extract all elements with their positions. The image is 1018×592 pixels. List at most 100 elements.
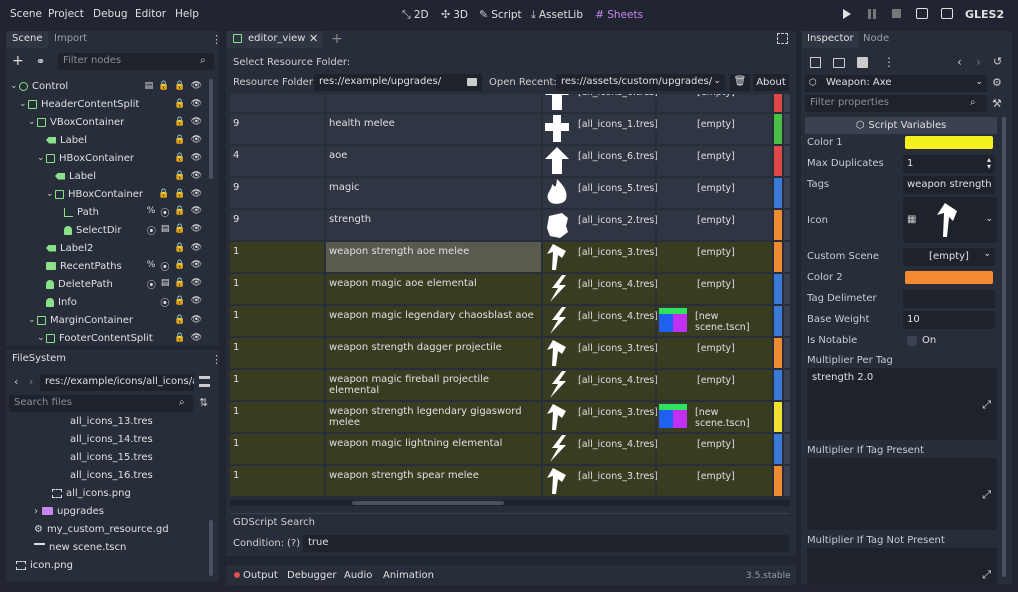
play-custom-scene-icon[interactable] — [941, 8, 953, 19]
cell-tags[interactable]: weapon strength aoe melee — [326, 242, 541, 272]
browse-folder-button[interactable] — [462, 74, 482, 91]
table-row[interactable]: 1 weapon magic legendary chaosblast aoe [a… — [230, 305, 790, 337]
tab-output[interactable]: Output — [243, 570, 278, 581]
tab-import[interactable]: Import — [54, 33, 88, 44]
table-row[interactable]: 9 magic [all_icons_5.tres] [empty] — [230, 177, 790, 209]
inspector-scrollbar[interactable] — [1002, 117, 1006, 577]
cell-color1[interactable] — [774, 114, 782, 144]
expand-arrow-icon[interactable]: ⌄ — [46, 189, 54, 199]
scene-node[interactable]: DeletePath ⦿ ▤ 🔒 👁 — [10, 275, 208, 293]
cell-icon[interactable]: [all_icons_3.tres] — [543, 338, 658, 368]
cell-max-duplicates[interactable] — [230, 94, 324, 112]
workspace-2d[interactable]: ⤡ 2D — [402, 8, 429, 21]
scene-node[interactable]: ⌄ HBoxContainer 🔒 🔒 👁 — [46, 188, 202, 200]
history-icon[interactable]: ↺ — [993, 55, 1003, 68]
cell-color1[interactable] — [774, 210, 782, 240]
cell-color1[interactable] — [774, 274, 782, 304]
max-duplicates-spinbox[interactable]: 1 ▴ ▾ — [903, 155, 995, 173]
cell-tags[interactable]: weapon magic legendary chaosblast aoe — [326, 306, 541, 336]
fs-scrollbar[interactable] — [209, 520, 213, 576]
cell-color1[interactable] — [774, 466, 782, 496]
cell-tags[interactable]: weapon magic aoe elemental — [326, 274, 541, 304]
play-scene-icon[interactable] — [916, 8, 928, 19]
scene-node[interactable]: ⌄ HBoxContainer 🔒 👁 — [37, 152, 202, 164]
cell-max-duplicates[interactable]: 1 — [230, 370, 324, 400]
scene-node[interactable]: Label 🔒 👁 — [10, 167, 208, 185]
cell-icon[interactable]: [all_icons_6.tres] — [543, 146, 658, 176]
menu-editor[interactable]: Editor — [135, 8, 167, 20]
cell-custom-scene[interactable]: [new scene.tscn] — [657, 402, 772, 432]
cell-custom-scene[interactable]: [new scene.tscn] — [657, 306, 772, 336]
mult-if-textarea[interactable]: ⤢ — [807, 458, 997, 530]
scene-node[interactable]: Info ⦿ 🔒 👁 — [10, 293, 208, 311]
workspace-assetlib[interactable]: ⤓ AssetLib — [531, 8, 584, 21]
cell-max-duplicates[interactable]: 1 — [230, 402, 324, 432]
cell-tags[interactable]: weapon magic fireball projectile element… — [326, 370, 541, 400]
table-row[interactable]: 9 strength [all_icons_2.tres] [empty] — [230, 209, 790, 241]
cell-icon[interactable]: [all_icons_2.tres] — [543, 210, 658, 240]
tag-delimeter-input[interactable] — [903, 290, 995, 308]
tab-inspector[interactable]: Inspector — [802, 31, 859, 48]
file-item[interactable]: all_icons_15.tres — [70, 451, 153, 463]
link-icon[interactable]: ⚭ — [36, 55, 46, 68]
cell-icon[interactable]: [all_icons_3.tres] — [543, 242, 658, 272]
cell-color1[interactable] — [774, 146, 782, 176]
color2-picker[interactable] — [905, 271, 993, 284]
cell-color2[interactable] — [784, 146, 790, 176]
close-tab-icon[interactable]: ✕ — [309, 32, 319, 45]
scene-node[interactable]: ⌄ Control ▤ 🔒 🔒 👁 — [10, 80, 202, 92]
cell-icon[interactable]: [all_icons_6.tres] — [543, 94, 658, 112]
search-files-input[interactable]: Search files — [9, 395, 193, 412]
cell-color1[interactable] — [774, 242, 782, 272]
cell-color2[interactable] — [784, 274, 790, 304]
condition-help[interactable]: (?) — [287, 538, 301, 549]
cell-max-duplicates[interactable]: 1 — [230, 306, 324, 336]
scene-node[interactable]: ⌄ VBoxContainer 🔒 👁 — [28, 116, 202, 128]
history-back-icon[interactable]: ‹ — [957, 55, 962, 69]
scene-node[interactable]: ⌄ HeaderContentSplit 🔒 👁 — [19, 98, 202, 110]
cell-custom-scene[interactable]: [empty] — [657, 114, 772, 144]
menu-debug[interactable]: Debug — [93, 8, 128, 20]
cell-color1[interactable] — [774, 338, 782, 368]
menu-scene[interactable]: Scene — [10, 8, 43, 20]
new-tab-icon[interactable]: + — [331, 31, 343, 47]
fullscreen-icon[interactable] — [777, 33, 788, 44]
cell-color1[interactable] — [774, 94, 782, 112]
workspace-sheets[interactable]: # Sheets — [595, 8, 644, 21]
file-item[interactable]: new scene.tscn — [10, 538, 208, 556]
tab-debugger[interactable]: Debugger — [287, 570, 337, 581]
cell-icon[interactable]: [all_icons_4.tres] — [543, 306, 658, 336]
save-resource-icon[interactable] — [857, 57, 868, 68]
filesystem-tree[interactable]: all_icons_13.tres all_icons_14.tres all_ic… — [10, 412, 208, 580]
cell-icon[interactable]: [all_icons_5.tres] — [543, 178, 658, 208]
cell-custom-scene[interactable]: [empty] — [657, 242, 772, 272]
open-resource-icon[interactable] — [833, 58, 845, 68]
cell-custom-scene[interactable]: [empty] — [657, 210, 772, 240]
tab-editor-view[interactable]: editor_view ✕ — [227, 31, 323, 48]
mult-if-not-textarea[interactable]: ⤢ — [807, 548, 997, 584]
new-resource-icon[interactable] — [810, 57, 821, 68]
renderer-select[interactable]: GLES2 — [965, 8, 1005, 21]
grid-hscroll[interactable] — [230, 500, 790, 506]
tab-audio[interactable]: Audio — [344, 570, 373, 581]
delete-recent-button[interactable]: 🗑 — [730, 74, 750, 91]
mult-per-tag-textarea[interactable]: strength 2.0 ⤢ — [807, 368, 997, 440]
cell-custom-scene[interactable]: [empty] — [657, 434, 772, 464]
cell-custom-scene[interactable]: [empty] — [657, 338, 772, 368]
stop-icon[interactable] — [892, 9, 901, 18]
is-notable-checkbox[interactable] — [907, 336, 917, 346]
scene-node[interactable]: ⌄ MarginContainer 🔒 👁 — [28, 314, 202, 326]
cell-color2[interactable] — [784, 402, 790, 432]
file-item[interactable]: icon.png — [10, 556, 208, 574]
fs-path-input[interactable]: res://example/icons/all_icons/all_i — [40, 374, 194, 391]
history-forward-icon[interactable]: › — [976, 55, 981, 69]
filter-nodes-input[interactable]: Filter nodes — [58, 53, 214, 70]
menu-help[interactable]: Help — [175, 8, 199, 20]
tags-input[interactable]: weapon strength — [903, 176, 995, 194]
cell-color1[interactable] — [774, 178, 782, 208]
object-tools-icon[interactable]: ⚙ — [992, 76, 1002, 89]
back-icon[interactable]: ‹ — [14, 375, 19, 388]
cell-custom-scene[interactable]: [empty] — [657, 146, 772, 176]
add-node-icon[interactable]: + — [12, 53, 24, 69]
